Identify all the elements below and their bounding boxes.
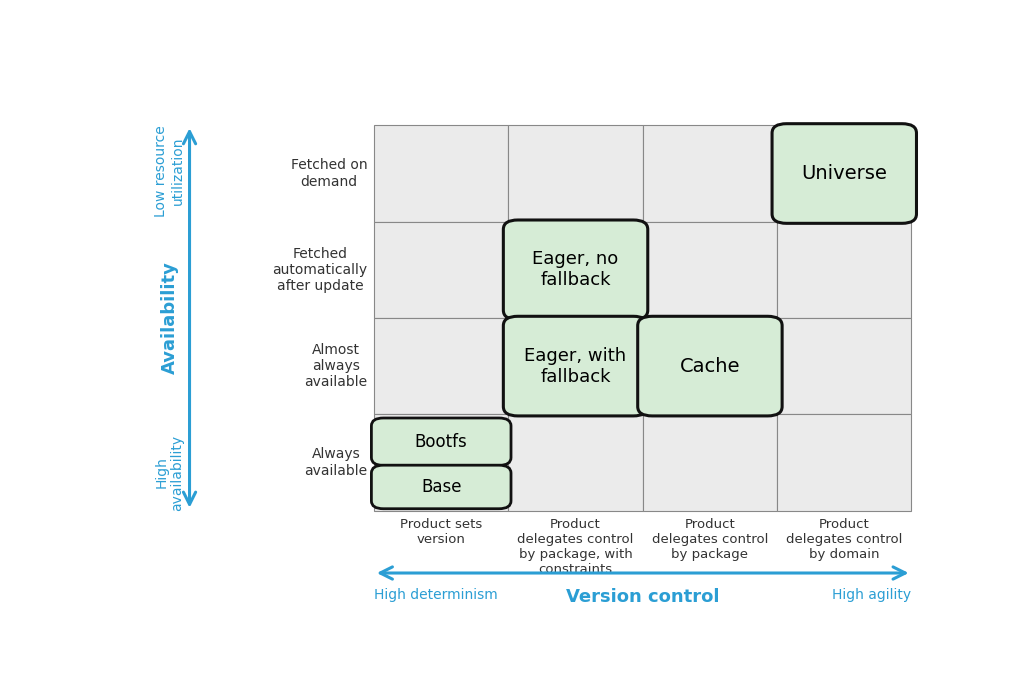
Bar — [777, 414, 912, 510]
Text: High agility: High agility — [832, 587, 912, 602]
Bar — [508, 318, 643, 414]
Text: High determinism: High determinism — [374, 587, 498, 602]
FancyBboxPatch shape — [372, 465, 511, 509]
FancyBboxPatch shape — [503, 316, 648, 416]
Bar — [643, 125, 777, 222]
Text: Bootfs: Bootfs — [415, 433, 468, 451]
Text: Version control: Version control — [566, 587, 719, 606]
Bar — [374, 222, 508, 318]
Text: Product
delegates control
by package: Product delegates control by package — [652, 518, 768, 561]
FancyBboxPatch shape — [772, 124, 916, 223]
Bar — [777, 125, 912, 222]
Text: Product sets
version: Product sets version — [401, 518, 482, 546]
Bar — [643, 414, 777, 510]
Bar — [374, 125, 508, 222]
Text: Cache: Cache — [680, 357, 740, 376]
Bar — [643, 222, 777, 318]
FancyBboxPatch shape — [638, 316, 782, 416]
Bar — [777, 222, 912, 318]
Text: Always
available: Always available — [304, 448, 367, 477]
Bar — [643, 318, 777, 414]
Bar — [508, 125, 643, 222]
Bar — [508, 222, 643, 318]
FancyBboxPatch shape — [503, 220, 648, 320]
Text: High
availability: High availability — [154, 435, 184, 510]
Text: Low resource
utilization: Low resource utilization — [154, 125, 184, 217]
Bar — [374, 318, 508, 414]
Text: Product
delegates control
by package, with
constraints: Product delegates control by package, wi… — [518, 518, 633, 577]
Text: Product
delegates control
by domain: Product delegates control by domain — [786, 518, 903, 561]
Bar — [777, 318, 912, 414]
Bar — [374, 414, 508, 510]
Text: Eager, with
fallback: Eager, with fallback — [525, 347, 626, 385]
Text: Universe: Universe — [801, 164, 887, 183]
Text: Almost
always
available: Almost always available — [304, 343, 367, 389]
Text: Fetched
automatically
after update: Fetched automatically after update — [272, 247, 367, 293]
Text: Eager, no
fallback: Eager, no fallback — [532, 250, 619, 289]
Text: Base: Base — [421, 478, 462, 496]
FancyBboxPatch shape — [372, 418, 511, 465]
Text: Fetched on
demand: Fetched on demand — [291, 158, 367, 189]
Text: Availability: Availability — [160, 262, 178, 375]
Bar — [508, 414, 643, 510]
